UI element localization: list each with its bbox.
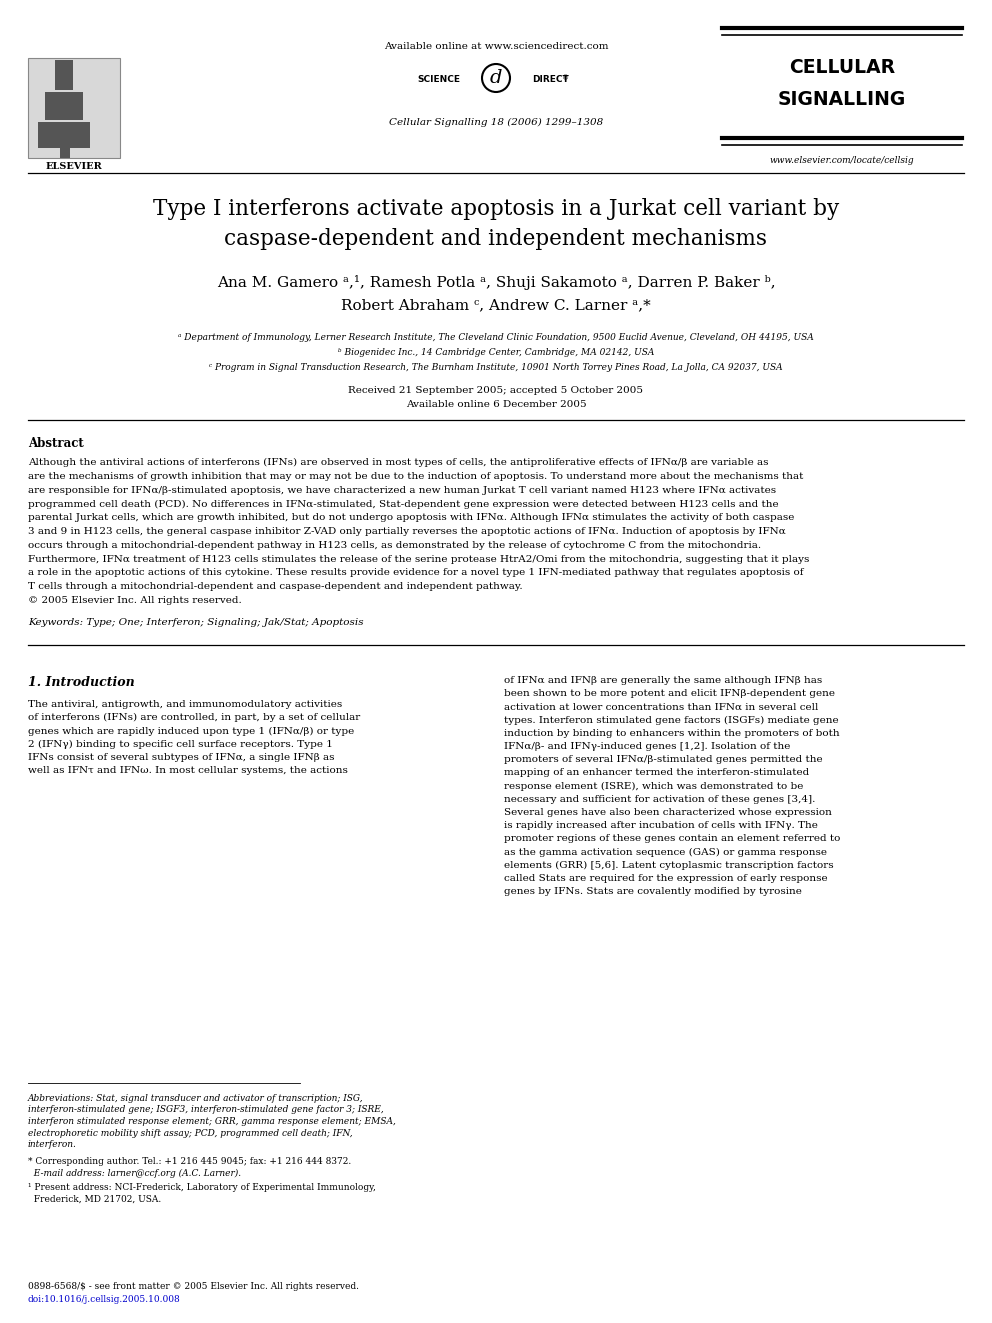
Text: ELSEVIER: ELSEVIER	[46, 161, 102, 171]
Text: necessary and sufficient for activation of these genes [3,4].: necessary and sufficient for activation …	[504, 795, 815, 804]
Text: doi:10.1016/j.cellsig.2005.10.008: doi:10.1016/j.cellsig.2005.10.008	[28, 1295, 181, 1304]
Text: 1. Introduction: 1. Introduction	[28, 676, 135, 689]
Text: T cells through a mitochondrial-dependent and caspase-dependent and independent : T cells through a mitochondrial-dependen…	[28, 582, 523, 591]
Text: Although the antiviral actions of interferons (IFNs) are observed in most types : Although the antiviral actions of interf…	[28, 458, 769, 467]
Text: genes which are rapidly induced upon type 1 (IFNα/β) or type: genes which are rapidly induced upon typ…	[28, 726, 354, 736]
Text: ®: ®	[562, 75, 569, 81]
Text: ¹ Present address: NCI-Frederick, Laboratory of Experimental Immunology,: ¹ Present address: NCI-Frederick, Labora…	[28, 1183, 376, 1192]
Text: as the gamma activation sequence (GAS) or gamma response: as the gamma activation sequence (GAS) o…	[504, 848, 827, 857]
Text: ᵃ Department of Immunology, Lerner Research Institute, The Cleveland Clinic Foun: ᵃ Department of Immunology, Lerner Resea…	[179, 333, 813, 343]
Text: promoter regions of these genes contain an element referred to: promoter regions of these genes contain …	[504, 835, 840, 843]
Text: occurs through a mitochondrial-dependent pathway in H123 cells, as demonstrated : occurs through a mitochondrial-dependent…	[28, 541, 761, 550]
Text: elements (GRR) [5,6]. Latent cytoplasmic transcription factors: elements (GRR) [5,6]. Latent cytoplasmic…	[504, 861, 833, 871]
Text: electrophoretic mobility shift assay; PCD, programmed cell death; IFN,: electrophoretic mobility shift assay; PC…	[28, 1129, 352, 1138]
Text: activation at lower concentrations than IFNα in several cell: activation at lower concentrations than …	[504, 703, 818, 712]
Text: SIGNALLING: SIGNALLING	[778, 90, 906, 108]
Text: 2 (IFNγ) binding to specific cell surface receptors. Type 1: 2 (IFNγ) binding to specific cell surfac…	[28, 740, 333, 749]
Text: ᶜ Program in Signal Transduction Research, The Burnham Institute, 10901 North To: ᶜ Program in Signal Transduction Researc…	[209, 363, 783, 372]
Bar	[55, 60, 73, 90]
Text: 3 and 9 in H123 cells, the general caspase inhibitor Z-VAD only partially revers: 3 and 9 in H123 cells, the general caspa…	[28, 527, 786, 536]
Text: of IFNα and IFNβ are generally the same although IFNβ has: of IFNα and IFNβ are generally the same …	[504, 676, 822, 685]
Text: mapping of an enhancer termed the interferon-stimulated: mapping of an enhancer termed the interf…	[504, 769, 809, 778]
Text: www.elsevier.com/locate/cellsig: www.elsevier.com/locate/cellsig	[770, 156, 915, 165]
Text: 0898-6568/$ - see front matter © 2005 Elsevier Inc. All rights reserved.: 0898-6568/$ - see front matter © 2005 El…	[28, 1282, 359, 1291]
Text: Abbreviations: Stat, signal transducer and activator of transcription; ISG,: Abbreviations: Stat, signal transducer a…	[28, 1094, 364, 1103]
Text: programmed cell death (PCD). No differences in IFNα-stimulated, Stat-dependent g: programmed cell death (PCD). No differen…	[28, 499, 779, 508]
Text: Robert Abraham ᶜ, Andrew C. Larner ᵃ,*: Robert Abraham ᶜ, Andrew C. Larner ᵃ,*	[341, 298, 651, 312]
Text: IFNs consist of several subtypes of IFNα, a single IFNβ as: IFNs consist of several subtypes of IFNα…	[28, 753, 334, 762]
Text: Several genes have also been characterized whose expression: Several genes have also been characteriz…	[504, 808, 832, 818]
Text: promoters of several IFNα/β-stimulated genes permitted the: promoters of several IFNα/β-stimulated g…	[504, 755, 822, 765]
Text: * Corresponding author. Tel.: +1 216 445 9045; fax: +1 216 444 8372.: * Corresponding author. Tel.: +1 216 445…	[28, 1158, 351, 1166]
Text: ᵇ Biogenidec Inc., 14 Cambridge Center, Cambridge, MA 02142, USA: ᵇ Biogenidec Inc., 14 Cambridge Center, …	[338, 348, 654, 357]
Bar	[60, 146, 70, 157]
Text: Received 21 September 2005; accepted 5 October 2005: Received 21 September 2005; accepted 5 O…	[348, 386, 644, 396]
Text: called Stats are required for the expression of early response: called Stats are required for the expres…	[504, 875, 827, 882]
Text: Frederick, MD 21702, USA.: Frederick, MD 21702, USA.	[28, 1195, 162, 1204]
Text: Type I interferons activate apoptosis in a Jurkat cell variant by: Type I interferons activate apoptosis in…	[153, 198, 839, 220]
Text: Keywords: Type; One; Interferon; Signaling; Jak/Stat; Apoptosis: Keywords: Type; One; Interferon; Signali…	[28, 618, 364, 627]
Text: a role in the apoptotic actions of this cytokine. These results provide evidence: a role in the apoptotic actions of this …	[28, 569, 804, 577]
Text: Available online 6 December 2005: Available online 6 December 2005	[406, 400, 586, 409]
Text: of interferons (IFNs) are controlled, in part, by a set of cellular: of interferons (IFNs) are controlled, in…	[28, 713, 360, 722]
Text: are responsible for IFNα/β-stimulated apoptosis, we have characterized a new hum: are responsible for IFNα/β-stimulated ap…	[28, 486, 776, 495]
Text: genes by IFNs. Stats are covalently modified by tyrosine: genes by IFNs. Stats are covalently modi…	[504, 888, 802, 896]
Text: Furthermore, IFNα treatment of H123 cells stimulates the release of the serine p: Furthermore, IFNα treatment of H123 cell…	[28, 554, 809, 564]
Text: parental Jurkat cells, which are growth inhibited, but do not undergo apoptosis : parental Jurkat cells, which are growth …	[28, 513, 795, 523]
Text: interferon-stimulated gene; ISGF3, interferon-stimulated gene factor 3; ISRE,: interferon-stimulated gene; ISGF3, inter…	[28, 1106, 384, 1114]
Bar	[28, 58, 120, 157]
Text: IFNα/β- and IFNγ-induced genes [1,2]. Isolation of the: IFNα/β- and IFNγ-induced genes [1,2]. Is…	[504, 742, 791, 751]
Text: E-mail address: larner@ccf.org (A.C. Larner).: E-mail address: larner@ccf.org (A.C. Lar…	[28, 1170, 241, 1177]
Text: well as IFNτ and IFNω. In most cellular systems, the actions: well as IFNτ and IFNω. In most cellular …	[28, 766, 348, 775]
Text: caspase-dependent and independent mechanisms: caspase-dependent and independent mechan…	[224, 228, 768, 250]
Text: The antiviral, antigrowth, and immunomodulatory activities: The antiviral, antigrowth, and immunomod…	[28, 700, 342, 709]
Text: © 2005 Elsevier Inc. All rights reserved.: © 2005 Elsevier Inc. All rights reserved…	[28, 595, 242, 605]
Text: types. Interferon stimulated gene factors (ISGFs) mediate gene: types. Interferon stimulated gene factor…	[504, 716, 838, 725]
Text: d: d	[490, 69, 502, 87]
Text: Available online at www.sciencedirect.com: Available online at www.sciencedirect.co…	[384, 42, 608, 52]
Text: Abstract: Abstract	[28, 437, 83, 450]
Text: DIRECT: DIRECT	[532, 75, 568, 85]
Text: response element (ISRE), which was demonstrated to be: response element (ISRE), which was demon…	[504, 782, 804, 791]
Text: interferon.: interferon.	[28, 1140, 76, 1148]
Text: are the mechanisms of growth inhibition that may or may not be due to the induct: are the mechanisms of growth inhibition …	[28, 472, 804, 480]
Bar	[38, 122, 90, 148]
Text: been shown to be more potent and elicit IFNβ-dependent gene: been shown to be more potent and elicit …	[504, 689, 835, 699]
Text: CELLULAR: CELLULAR	[789, 58, 895, 77]
Text: Ana M. Gamero ᵃ,¹, Ramesh Potla ᵃ, Shuji Sakamoto ᵃ, Darren P. Baker ᵇ,: Ana M. Gamero ᵃ,¹, Ramesh Potla ᵃ, Shuji…	[216, 275, 776, 290]
Text: SCIENCE: SCIENCE	[417, 75, 460, 85]
Bar	[45, 93, 83, 120]
Text: induction by binding to enhancers within the promoters of both: induction by binding to enhancers within…	[504, 729, 839, 738]
Text: interferon stimulated response element; GRR, gamma response element; EMSA,: interferon stimulated response element; …	[28, 1117, 396, 1126]
Text: Cellular Signalling 18 (2006) 1299–1308: Cellular Signalling 18 (2006) 1299–1308	[389, 118, 603, 127]
Text: is rapidly increased after incubation of cells with IFNγ. The: is rapidly increased after incubation of…	[504, 822, 817, 831]
